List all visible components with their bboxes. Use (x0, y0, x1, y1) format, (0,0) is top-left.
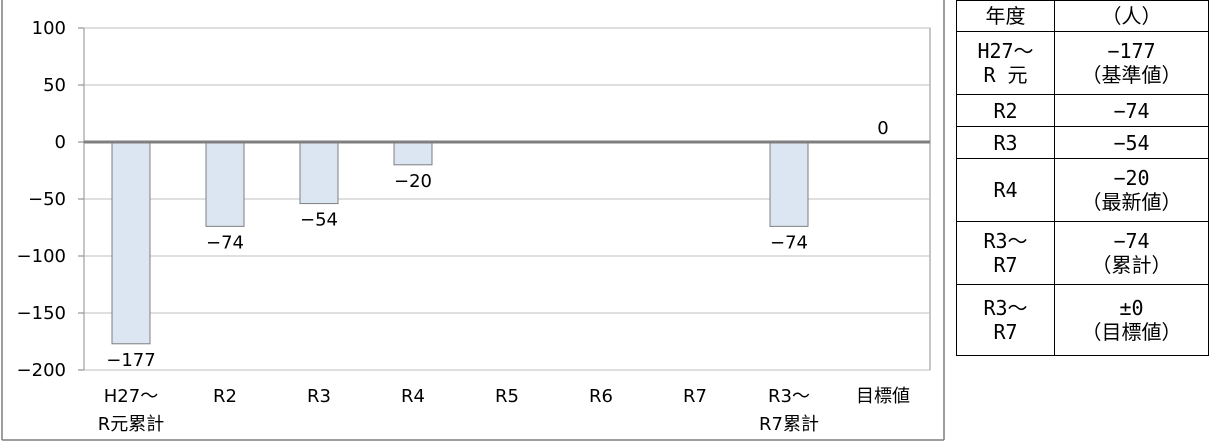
x-tick-label: R7 (683, 386, 707, 407)
table-cell-value: −177 （基準値） (1054, 31, 1209, 95)
cell-line: R7 (993, 253, 1018, 277)
table-cell-year: H27～ R 元 (956, 31, 1055, 95)
y-tick-label: −200 (17, 360, 66, 381)
y-tick-label: 50 (43, 75, 66, 96)
y-tick-label: −50 (28, 189, 66, 210)
x-tick-label: H27～ (104, 386, 158, 407)
bar (769, 141, 809, 227)
cell-line: （累計） (1091, 253, 1172, 277)
y-tick-label: 0 (55, 132, 66, 153)
table-header-row: 年度 （人） (956, 0, 1209, 32)
data-label: −20 (394, 171, 432, 192)
data-label: −177 (106, 350, 155, 371)
cell-line: H27～ (977, 39, 1034, 63)
data-label: −54 (300, 210, 338, 231)
table-cell-year: R4 (956, 158, 1055, 222)
cell-line: （目標値） (1081, 320, 1182, 344)
table-row: R2 −74 (956, 94, 1209, 127)
x-tick-label: R2 (213, 386, 237, 407)
x-tick-label: R3 (307, 386, 331, 407)
table-row: R3～ R7 ±0 （目標値） (956, 284, 1209, 356)
table-row: H27～ R 元 −177 （基準値） (956, 31, 1209, 95)
table-row: R3～ R7 −74 （累計） (956, 221, 1209, 285)
cell-line: （最新値） (1081, 190, 1182, 214)
table-cell-year: R3 (956, 126, 1055, 159)
cell-line: R3～ (983, 229, 1028, 253)
table-cell-value: −20 （最新値） (1054, 158, 1209, 222)
table-cell-value: −54 (1054, 126, 1209, 159)
bar (299, 141, 339, 205)
x-tick-label: 目標値 (856, 386, 910, 407)
x-tick-label: R3～ (768, 386, 810, 407)
chart-container: 100 50 0 −50 −100 −150 −200 −177 −74 −54 −20 −74 0 H2… (1, 0, 945, 441)
table-cell-value: −74 (1054, 94, 1209, 127)
data-label: −74 (770, 232, 808, 253)
cell-line: ±0 (1119, 296, 1144, 320)
x-tick-label: R6 (589, 386, 613, 407)
table-header-year: 年度 (956, 0, 1055, 32)
bar (205, 141, 245, 227)
x-tick-label: R4 (401, 386, 425, 407)
cell-line: −74 (1113, 229, 1150, 253)
data-label: −74 (206, 232, 244, 253)
table-header-unit: （人） (1054, 0, 1209, 32)
table-cell-year: R2 (956, 94, 1055, 127)
cell-line: R7 (993, 320, 1018, 344)
bar-chart: 100 50 0 −50 −100 −150 −200 −177 −74 −54 −20 −74 0 H2… (1, 0, 945, 441)
cell-line: R 元 (983, 63, 1028, 87)
cell-line: （基準値） (1081, 63, 1182, 87)
data-label: 0 (877, 118, 888, 139)
table-row: R4 −20 （最新値） (956, 158, 1209, 222)
table-cell-value: −74 （累計） (1054, 221, 1209, 285)
y-tick-label: 100 (32, 18, 66, 39)
table-cell-year: R3～ R7 (956, 221, 1055, 285)
data-table-container: 年度 （人） H27～ R 元 −177 （基準値） R2 −74 R3 −54 (956, 0, 1210, 441)
y-tick-label: −100 (17, 246, 66, 267)
data-table: 年度 （人） H27～ R 元 −177 （基準値） R2 −74 R3 −54 (956, 0, 1209, 356)
y-tick-label: −150 (17, 303, 66, 324)
bar (111, 141, 151, 345)
table-cell-value: ±0 （目標値） (1054, 284, 1209, 356)
x-tick-label: R5 (495, 386, 519, 407)
bar (393, 141, 433, 166)
table-cell-year: R3～ R7 (956, 284, 1055, 356)
table-row: R3 −54 (956, 126, 1209, 159)
x-tick-label: R7累計 (759, 414, 819, 435)
x-tick-label: R元累計 (98, 414, 165, 435)
cell-line: −20 (1113, 166, 1150, 190)
cell-line: R3～ (983, 296, 1028, 320)
cell-line: −177 (1107, 39, 1156, 63)
